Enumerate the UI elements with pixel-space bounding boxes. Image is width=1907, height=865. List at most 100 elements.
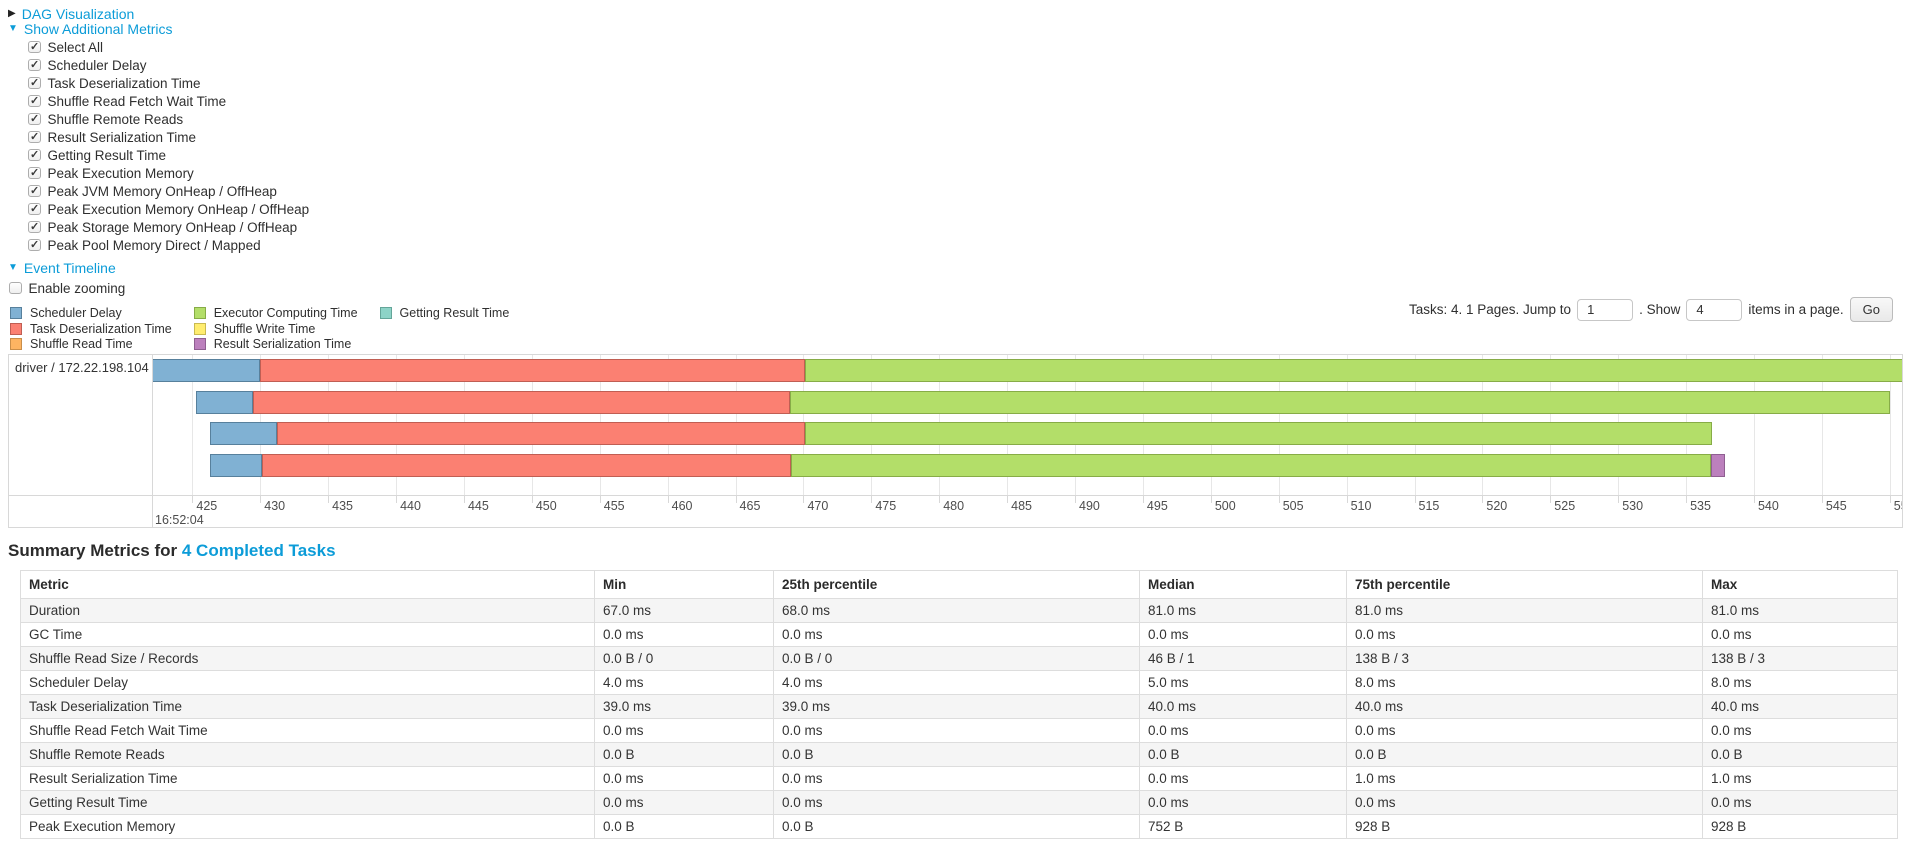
dag-visualization-toggle[interactable]: ▶ DAG Visualization — [8, 6, 134, 22]
table-cell: 0.0 B — [1139, 742, 1347, 767]
task-bar-executor-computing[interactable] — [789, 390, 1890, 414]
table-cell: 1.0 ms — [1346, 766, 1703, 791]
task-bar-scheduler-delay[interactable] — [210, 454, 262, 478]
dag-visualization-label: DAG Visualization — [21, 6, 135, 22]
timeline-legend: Scheduler Delay Task Deserialization Time… — [10, 306, 509, 352]
table-cell: 0.0 ms — [773, 766, 1140, 791]
axis-tick-label: 440 — [400, 499, 421, 513]
task-bar-task-deserialization[interactable] — [261, 454, 792, 478]
metric-checkbox-result-serialization-time[interactable]: Result Serialization Time — [28, 128, 309, 146]
task-bar-task-deserialization[interactable] — [276, 422, 805, 446]
checkbox-icon — [28, 76, 41, 90]
checkbox-label: Shuffle Remote Reads — [47, 111, 184, 127]
task-bar-scheduler-delay[interactable] — [210, 422, 277, 446]
checkbox-label: Peak Pool Memory Direct / Mapped — [47, 237, 261, 253]
legend-label: Task Deserialization Time — [30, 321, 172, 336]
completed-tasks-link[interactable]: 4 Completed Tasks — [181, 541, 336, 560]
jump-to-page-input[interactable] — [1577, 298, 1634, 321]
table-cell: 0.0 B / 0 — [594, 646, 774, 671]
enable-zooming-checkbox[interactable]: Enable zooming — [9, 279, 125, 297]
event-timeline-chart[interactable]: driver / 172.22.198.104 425 430 435 440 445 4… — [8, 354, 1903, 528]
table-cell: 81.0 ms — [1139, 598, 1347, 623]
table-cell: Duration — [20, 598, 595, 623]
metric-checkbox-shuffle-remote-reads[interactable]: Shuffle Remote Reads — [28, 110, 309, 128]
scheduler-delay-swatch-icon — [10, 307, 22, 320]
axis-tick-label: 455 — [603, 499, 625, 513]
task-bar-task-deserialization[interactable] — [260, 359, 805, 382]
metric-checkbox-scheduler-delay[interactable]: Scheduler Delay — [28, 56, 309, 74]
checkbox-label: Getting Result Time — [47, 147, 167, 163]
table-row: Peak Execution Memory 0.0 B 0.0 B 752 B 928 … — [20, 814, 1898, 839]
table-cell: 0.0 ms — [1346, 622, 1703, 647]
table-cell: 0.0 B — [773, 742, 1140, 767]
items-per-page-input[interactable] — [1686, 298, 1743, 321]
metric-checkbox-shuffle-read-fetch-wait-time[interactable]: Shuffle Read Fetch Wait Time — [28, 92, 309, 110]
tick-mark — [531, 496, 533, 503]
table-cell: 81.0 ms — [1702, 598, 1898, 623]
go-button[interactable]: Go — [1849, 297, 1893, 322]
task-bar-scheduler-delay[interactable] — [196, 390, 254, 414]
task-bar-executor-computing[interactable] — [804, 359, 1902, 382]
task-bar-result-serialization[interactable] — [1710, 454, 1726, 478]
metric-checkbox-select-all[interactable]: Select All — [28, 38, 309, 56]
task-bar-executor-computing[interactable] — [791, 454, 1711, 478]
column-header: 25th percentile — [773, 570, 1140, 599]
tick-mark — [1075, 496, 1077, 503]
task-bar-scheduler-delay[interactable] — [153, 359, 261, 382]
checkbox-icon — [28, 58, 41, 72]
checkbox-icon — [28, 166, 41, 180]
tick-mark — [1142, 496, 1144, 503]
legend-item-task-deserialization: Task Deserialization Time — [10, 321, 172, 336]
axis-tick-label: 540 — [1757, 499, 1779, 513]
metric-checkbox-peak-pool-memory-direct-mapped[interactable]: Peak Pool Memory Direct / Mapped — [28, 236, 309, 254]
table-cell: 39.0 ms — [773, 694, 1140, 719]
checkbox-icon — [28, 148, 41, 162]
axis-tick-label: 535 — [1690, 499, 1711, 513]
gridline — [192, 355, 194, 495]
legend-label: Result Serialization Time — [213, 337, 352, 352]
axis-tick-label: 475 — [875, 499, 897, 513]
axis-tick-label: 445 — [467, 499, 489, 513]
legend-label: Shuffle Write Time — [213, 321, 316, 336]
table-cell: 928 B — [1346, 814, 1703, 839]
metric-checkbox-getting-result-time[interactable]: Getting Result Time — [28, 146, 309, 164]
table-row: Scheduler Delay 4.0 ms 4.0 ms 5.0 ms 8.0 ms 8… — [20, 670, 1898, 695]
task-bar-task-deserialization[interactable] — [253, 390, 790, 414]
shuffle-write-swatch-icon — [193, 322, 206, 335]
legend-label: Executor Computing Time — [213, 306, 358, 321]
executor-group-label: driver / 172.22.198.104 — [15, 360, 149, 375]
checkbox-icon — [28, 94, 41, 108]
table-cell: 138 B / 3 — [1346, 646, 1703, 671]
table-cell: Shuffle Remote Reads — [20, 742, 595, 767]
tick-mark — [599, 496, 601, 503]
table-cell: 0.0 ms — [594, 790, 774, 815]
pagination-prefix-text: Tasks: 4. 1 Pages. Jump to — [1408, 302, 1572, 317]
shuffle-read-swatch-icon — [10, 338, 22, 351]
task-bar-executor-computing[interactable] — [804, 422, 1712, 446]
additional-metrics-checkbox-list: Select All Scheduler Delay Task Deserializ… — [28, 38, 309, 254]
metric-checkbox-peak-storage-memory-onheap-offheap[interactable]: Peak Storage Memory OnHeap / OffHeap — [28, 218, 309, 236]
table-row: Task Deserialization Time 39.0 ms 39.0 ms 4… — [20, 694, 1898, 719]
table-cell: Shuffle Read Size / Records — [20, 646, 595, 671]
metric-checkbox-peak-execution-memory-onheap-offheap[interactable]: Peak Execution Memory OnHeap / OffHeap — [28, 200, 309, 218]
table-cell: 0.0 ms — [1139, 622, 1347, 647]
table-cell: 0.0 ms — [594, 622, 774, 647]
tick-mark — [1686, 496, 1688, 503]
show-additional-metrics-toggle[interactable]: ▼ Show Additional Metrics — [8, 21, 173, 37]
table-cell: 40.0 ms — [1139, 694, 1347, 719]
label-column-divider — [152, 355, 153, 527]
metric-checkbox-peak-execution-memory[interactable]: Peak Execution Memory — [28, 164, 309, 182]
axis-tick-label: 545 — [1825, 499, 1847, 513]
arrow-right-icon: ▶ — [8, 8, 16, 19]
metric-checkbox-peak-jvm-memory-onheap-offheap[interactable]: Peak JVM Memory OnHeap / OffHeap — [28, 182, 309, 200]
table-cell: 0.0 B / 0 — [773, 646, 1140, 671]
result-serialization-swatch-icon — [193, 338, 206, 351]
axis-tick-label: 500 — [1214, 499, 1236, 513]
checkbox-icon — [28, 184, 41, 198]
table-cell: 68.0 ms — [773, 598, 1140, 623]
table-cell: 1.0 ms — [1702, 766, 1898, 791]
event-timeline-toggle[interactable]: ▼ Event Timeline — [8, 260, 116, 276]
checkbox-label: Scheduler Delay — [47, 57, 147, 73]
tick-mark — [939, 496, 941, 503]
metric-checkbox-task-deserialization-time[interactable]: Task Deserialization Time — [28, 74, 309, 92]
